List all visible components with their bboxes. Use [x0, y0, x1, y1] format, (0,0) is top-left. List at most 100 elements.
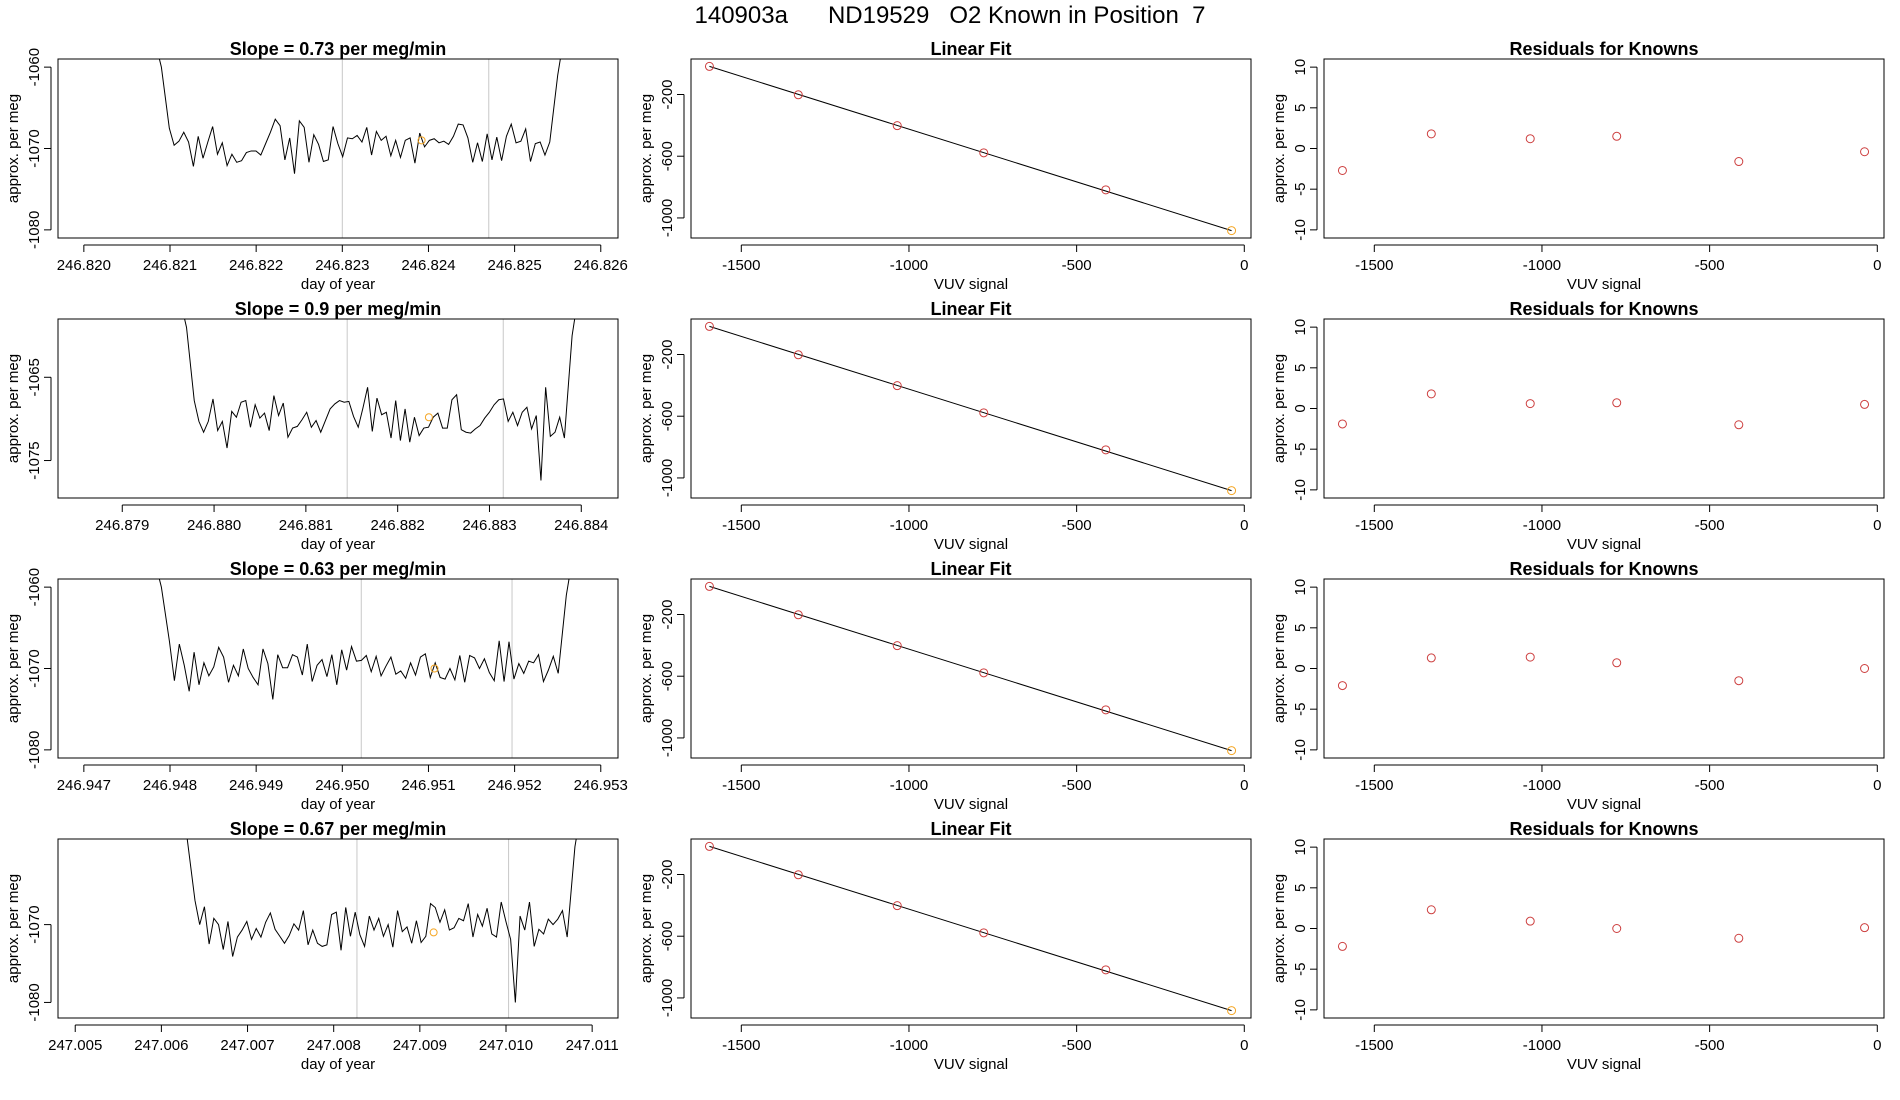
chart-svg: Linear Fit -1500 -1000 -500 0 VUV signal -200 -… — [638, 39, 1252, 293]
data-point — [704, 61, 714, 71]
data-point — [1860, 664, 1870, 673]
x-tick-label: -500 — [1695, 777, 1725, 794]
plot-frame — [1323, 838, 1885, 1019]
data-point — [704, 321, 714, 331]
y-tick-label: -1080 — [26, 731, 43, 769]
chart-title: Residuals for Knowns — [1509, 819, 1698, 839]
y-axis-label: approx. per meg — [1271, 354, 1288, 463]
x-tick-label: 246.882 — [371, 517, 425, 534]
data-point — [979, 668, 989, 678]
data-point — [1426, 129, 1436, 139]
fit-line — [709, 845, 1232, 1012]
chart-title: Linear Fit — [930, 559, 1011, 579]
chart-svg: Linear Fit -1500 -1000 -500 0 VUV signal -200 -… — [638, 819, 1252, 1073]
x-tick-label: 247.010 — [479, 1037, 533, 1054]
data-point — [1860, 147, 1870, 157]
data-point — [979, 928, 989, 938]
x-axis-label: day of year — [301, 796, 375, 813]
y-tick-label: -1080 — [26, 211, 43, 249]
chart-grid: Slope = 0.73 per meg/min 246.820 246.821 24… — [0, 39, 1900, 1100]
x-tick-label: 246.822 — [229, 257, 283, 274]
data-point — [1101, 445, 1111, 455]
x-tick-label: 0 — [1240, 257, 1248, 274]
data-point — [1101, 965, 1111, 975]
plot-frame — [690, 318, 1252, 499]
x-tick-label: 246.883 — [462, 517, 516, 534]
fit-line — [709, 65, 1232, 232]
chart-svg: Slope = 0.63 per meg/min 246.947 246.948 24… — [5, 559, 628, 813]
chart-panel: Slope = 0.73 per meg/min 246.820 246.821 24… — [0, 39, 633, 305]
plot-frame — [1323, 578, 1885, 759]
chart-svg: Residuals for Knowns -1500 -1000 -500 0 VUV s… — [1271, 299, 1885, 553]
data-point — [1525, 916, 1535, 926]
chart-title: Slope = 0.63 per meg/min — [230, 559, 447, 579]
data-point — [793, 610, 803, 620]
y-tick-label: -1060 — [26, 48, 43, 86]
y-tick-label: -200 — [659, 339, 676, 369]
x-tick-label: -1500 — [722, 257, 760, 274]
chart-title: Slope = 0.73 per meg/min — [230, 39, 447, 59]
data-point — [892, 121, 902, 131]
y-axis-label: approx. per meg — [5, 614, 22, 723]
y-tick-label: -1075 — [26, 441, 43, 479]
x-tick-label: -1500 — [1355, 257, 1393, 274]
y-axis-label: approx. per meg — [5, 874, 22, 983]
chart-svg: Linear Fit -1500 -1000 -500 0 VUV signal -200 -… — [638, 559, 1252, 813]
chart-svg: Slope = 0.67 per meg/min 247.005 247.006 24… — [5, 819, 619, 1073]
data-point — [1426, 653, 1436, 663]
data-point — [1860, 399, 1870, 409]
x-tick-label: 0 — [1240, 517, 1248, 534]
y-tick-label: 0 — [1292, 404, 1309, 412]
y-tick-label: -10 — [1292, 739, 1309, 761]
chart-title: Residuals for Knowns — [1509, 299, 1698, 319]
y-axis-label: approx. per meg — [638, 354, 655, 463]
highlight-point — [1227, 226, 1237, 236]
y-tick-label: -600 — [659, 921, 676, 951]
x-axis-label: VUV signal — [934, 1056, 1008, 1073]
chart-svg: Slope = 0.73 per meg/min 246.820 246.821 24… — [5, 39, 628, 293]
chart-panel: Residuals for Knowns -1500 -1000 -500 0 VUV s… — [1266, 39, 1899, 305]
data-point — [1337, 681, 1347, 691]
fit-line — [709, 325, 1232, 492]
x-tick-label: 246.951 — [401, 777, 455, 794]
chart-panel: Residuals for Knowns -1500 -1000 -500 0 VUV s… — [1266, 299, 1899, 565]
x-tick-label: -1000 — [890, 257, 928, 274]
y-tick-label: 0 — [1292, 664, 1309, 672]
y-tick-label: -200 — [659, 599, 676, 629]
chart-panel: Linear Fit -1500 -1000 -500 0 VUV signal -200 -… — [633, 819, 1266, 1085]
y-tick-label: -1060 — [26, 568, 43, 606]
highlight-point — [430, 664, 439, 673]
chart-svg: Residuals for Knowns -1500 -1000 -500 0 VUV s… — [1271, 819, 1885, 1073]
fit-line — [709, 585, 1232, 752]
plot-frame — [57, 838, 619, 1019]
x-tick-label: 247.011 — [566, 1037, 619, 1054]
plot-frame — [57, 58, 619, 239]
y-tick-label: 5 — [1292, 104, 1309, 112]
x-axis-label: VUV signal — [934, 796, 1008, 813]
y-tick-label: -10 — [1292, 479, 1309, 501]
x-tick-label: 246.826 — [574, 257, 628, 274]
y-tick-label: 5 — [1292, 884, 1309, 892]
x-tick-label: -1500 — [722, 517, 760, 534]
x-tick-label: -500 — [1062, 777, 1092, 794]
data-point — [1101, 705, 1111, 715]
y-tick-label: -10 — [1292, 219, 1309, 241]
x-tick-label: -500 — [1062, 1037, 1092, 1054]
y-tick-label: -1080 — [26, 983, 43, 1021]
plot-frame — [690, 838, 1252, 1019]
y-tick-label: -10 — [1292, 999, 1309, 1021]
x-tick-label: -1000 — [1523, 1037, 1561, 1054]
y-tick-label: 5 — [1292, 364, 1309, 372]
y-tick-label: 10 — [1292, 839, 1309, 856]
x-tick-label: 0 — [1873, 1037, 1881, 1054]
x-axis-label: VUV signal — [1567, 796, 1641, 813]
x-tick-label: 246.884 — [554, 517, 608, 534]
chart-panel: Linear Fit -1500 -1000 -500 0 VUV signal -200 -… — [633, 39, 1266, 305]
x-tick-label: 246.949 — [229, 777, 283, 794]
x-tick-label: -500 — [1695, 257, 1725, 274]
x-axis-label: VUV signal — [1567, 536, 1641, 553]
y-tick-label: -1000 — [659, 979, 676, 1017]
chart-title: Linear Fit — [930, 819, 1011, 839]
x-axis-label: day of year — [301, 276, 375, 293]
data-series-line — [186, 839, 577, 1003]
